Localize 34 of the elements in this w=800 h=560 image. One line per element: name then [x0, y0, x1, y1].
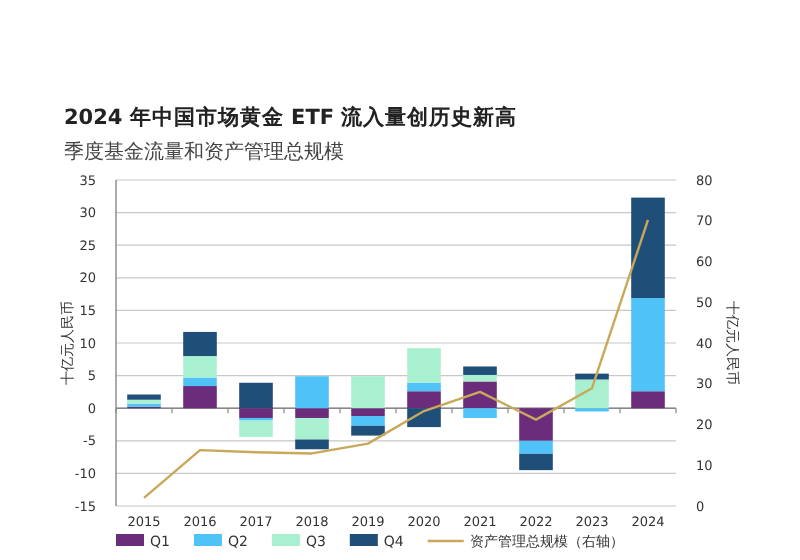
bar — [463, 381, 497, 409]
bar — [407, 391, 441, 409]
bar — [519, 408, 553, 441]
bar — [631, 298, 665, 392]
bar — [183, 356, 217, 378]
bar — [463, 366, 497, 375]
bar — [351, 425, 385, 436]
bar — [463, 374, 497, 382]
bar — [631, 391, 665, 409]
bar — [351, 416, 385, 426]
bar — [295, 408, 329, 418]
bar — [575, 373, 609, 380]
bar — [519, 453, 553, 471]
chart-title: 2024 年中国市场黄金 ETF 流入量创历史新高 — [64, 104, 518, 130]
bar — [407, 382, 441, 392]
bar — [239, 408, 273, 418]
bar — [519, 440, 553, 454]
bar — [463, 408, 497, 418]
bar — [575, 379, 609, 409]
bar — [295, 376, 329, 409]
bar — [183, 386, 217, 409]
line-series — [142, 218, 650, 500]
bar — [351, 408, 385, 417]
bar — [239, 382, 273, 409]
bar — [183, 377, 217, 387]
bar — [183, 331, 217, 357]
bar — [631, 197, 665, 299]
bar — [295, 439, 329, 450]
bar — [239, 420, 273, 437]
bar — [407, 348, 441, 383]
bar — [351, 376, 385, 409]
bar — [295, 417, 329, 440]
bar — [127, 394, 161, 400]
chart-subtitle: 季度基金流量和资产管理总规模 — [64, 140, 344, 164]
